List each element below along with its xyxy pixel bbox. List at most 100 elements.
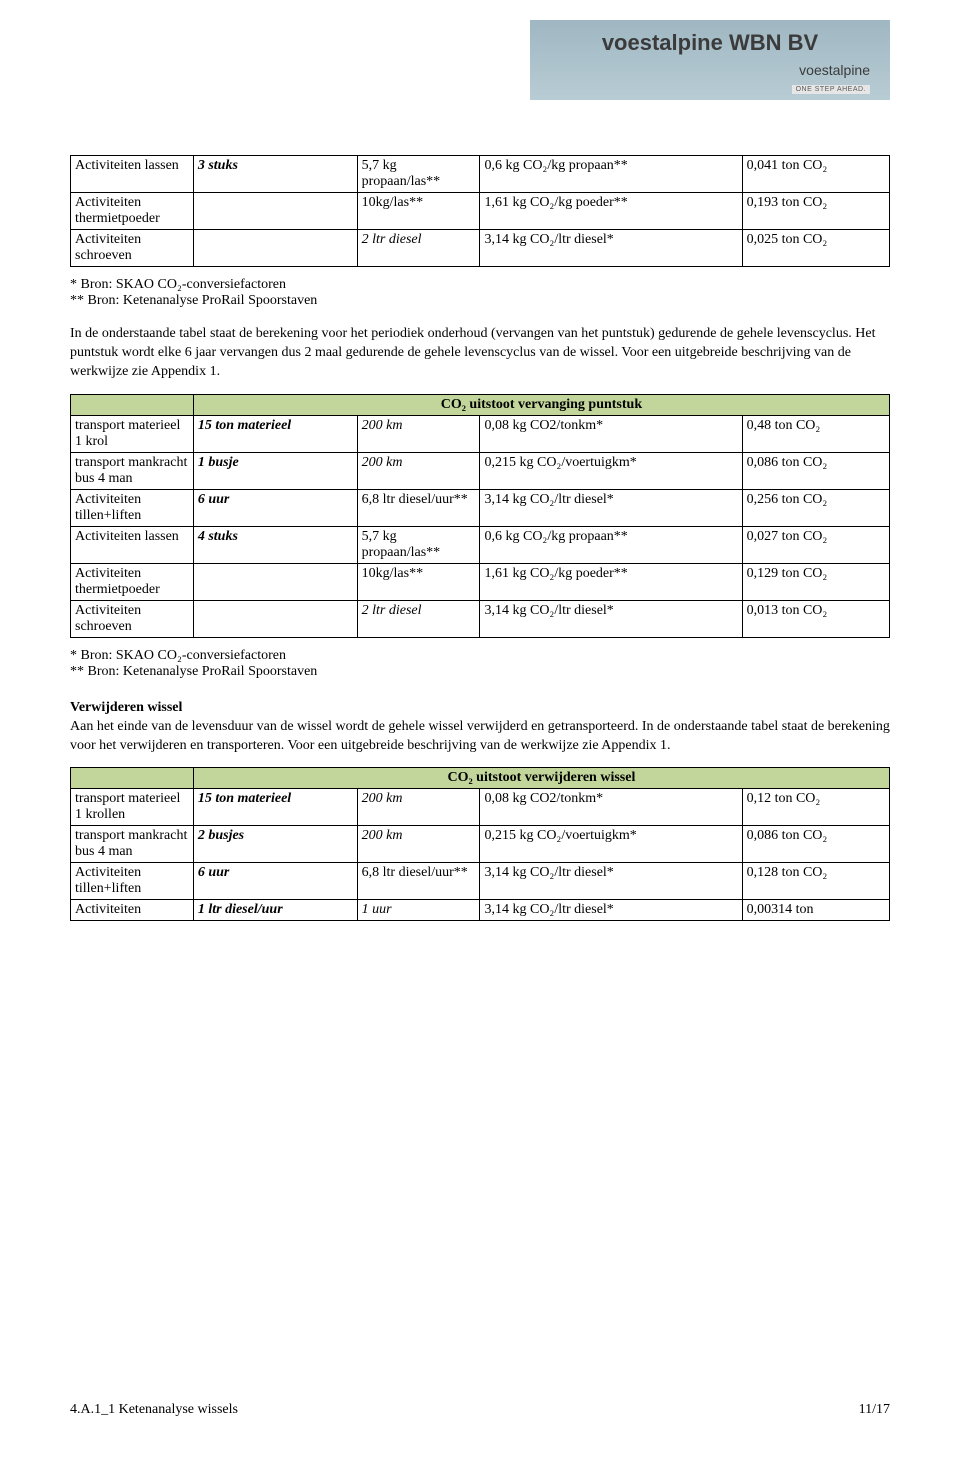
brand-name: voestalpine WBN BV <box>602 30 818 56</box>
brand-sub-logo: voestalpine <box>799 62 870 78</box>
table-row: transport mankracht bus 4 man 1 busje 20… <box>71 452 890 489</box>
footer-right: 11/17 <box>859 1402 890 1418</box>
cell: 0,193 ton CO₂ <box>742 193 889 230</box>
table-row: Activiteiten thermietpoeder 10kg/las** 1… <box>71 193 890 230</box>
cell: 0,041 ton CO₂ <box>742 156 889 193</box>
cell: 0,025 ton CO₂ <box>742 230 889 267</box>
cell: 5,7 kg propaan/las** <box>357 156 480 193</box>
table-title: CO₂ uitstoot vervanging puntstuk <box>193 394 889 415</box>
cell: 5,7 kg propaan/las** <box>357 526 480 563</box>
cell: 3,14 kg CO₂/ltr diesel* <box>480 489 742 526</box>
cell: 3 stuks <box>193 156 357 193</box>
cell: 200 km <box>357 826 480 863</box>
cell: 0,215 kg CO₂/voertuigkm* <box>480 452 742 489</box>
table-2: CO₂ uitstoot vervanging puntstuk transpo… <box>70 394 890 638</box>
table-row: transport mankracht bus 4 man 2 busjes 2… <box>71 826 890 863</box>
table-row: transport materieel 1 krollen 15 ton mat… <box>71 789 890 826</box>
cell: 0,215 kg CO₂/voertuigkm* <box>480 826 742 863</box>
cell: Activiteiten thermietpoeder <box>71 193 194 230</box>
cell: Activiteiten tillen+liften <box>71 863 194 900</box>
cell: 2 ltr diesel <box>357 230 480 267</box>
cell: Activiteiten schroeven <box>71 230 194 267</box>
paragraph: Aan het einde van de levensduur van de w… <box>70 718 890 756</box>
table-row: Activiteiten schroeven 2 ltr diesel 3,14… <box>71 230 890 267</box>
cell: 0,08 kg CO2/tonkm* <box>480 415 742 452</box>
table-title: CO₂ uitstoot verwijderen wissel <box>193 768 889 789</box>
cell: 0,08 kg CO2/tonkm* <box>480 789 742 826</box>
cell: 1,61 kg CO₂/kg poeder** <box>480 193 742 230</box>
cell: 3,14 kg CO₂/ltr diesel* <box>480 230 742 267</box>
footnote-line: ** Bron: Ketenanalyse ProRail Spoorstave… <box>70 664 890 680</box>
table-row: Activiteiten lassen 3 stuks 5,7 kg propa… <box>71 156 890 193</box>
cell: 0,128 ton CO₂ <box>742 863 889 900</box>
cell: 0,129 ton CO₂ <box>742 563 889 600</box>
cell: 0,256 ton CO₂ <box>742 489 889 526</box>
table-3: CO₂ uitstoot verwijderen wissel transpor… <box>70 767 890 921</box>
table-header: CO₂ uitstoot verwijderen wissel <box>71 768 890 789</box>
cell: 6,8 ltr diesel/uur** <box>357 489 480 526</box>
cell: 10kg/las** <box>357 563 480 600</box>
cell: 3,14 kg CO₂/ltr diesel* <box>480 863 742 900</box>
cell: Activiteiten thermietpoeder <box>71 563 194 600</box>
cell: 15 ton materieel <box>193 789 357 826</box>
cell: 2 ltr diesel <box>357 600 480 637</box>
cell: 15 ton materieel <box>193 415 357 452</box>
cell: 6,8 ltr diesel/uur** <box>357 863 480 900</box>
table-row: Activiteiten lassen 4 stuks 5,7 kg propa… <box>71 526 890 563</box>
table-1: Activiteiten lassen 3 stuks 5,7 kg propa… <box>70 155 890 267</box>
table-row: Activiteiten thermietpoeder 10kg/las** 1… <box>71 563 890 600</box>
cell: 200 km <box>357 415 480 452</box>
header-banner: voestalpine WBN BV voestalpine ONE STEP … <box>530 20 890 100</box>
cell: 200 km <box>357 452 480 489</box>
cell: 1 busje <box>193 452 357 489</box>
cell: 1 uur <box>357 900 480 921</box>
cell: transport mankracht bus 4 man <box>71 452 194 489</box>
cell <box>193 600 357 637</box>
table-row: Activiteiten tillen+liften 6 uur 6,8 ltr… <box>71 489 890 526</box>
table-row: Activiteiten 1 ltr diesel/uur 1 uur 3,14… <box>71 900 890 921</box>
cell <box>193 193 357 230</box>
cell: 6 uur <box>193 863 357 900</box>
cell: Activiteiten tillen+liften <box>71 489 194 526</box>
cell: 0,013 ton CO₂ <box>742 600 889 637</box>
table-row: transport materieel 1 krol 15 ton materi… <box>71 415 890 452</box>
cell: 0,027 ton CO₂ <box>742 526 889 563</box>
cell: transport materieel 1 krol <box>71 415 194 452</box>
cell <box>193 563 357 600</box>
table-row: Activiteiten tillen+liften 6 uur 6,8 ltr… <box>71 863 890 900</box>
cell: 2 busjes <box>193 826 357 863</box>
footnote-block-1: * Bron: SKAO CO₂-conversiefactoren ** Br… <box>70 277 890 309</box>
cell: 200 km <box>357 789 480 826</box>
cell: 0,6 kg CO₂/kg propaan** <box>480 526 742 563</box>
cell: 3,14 kg CO₂/ltr diesel* <box>480 600 742 637</box>
footnote-line: ** Bron: Ketenanalyse ProRail Spoorstave… <box>70 293 890 309</box>
brand-sub: voestalpine ONE STEP AHEAD. <box>792 62 870 96</box>
footnote-line: * Bron: SKAO CO₂-conversiefactoren <box>70 277 890 293</box>
cell: 0,086 ton CO₂ <box>742 452 889 489</box>
footnote-block-2: * Bron: SKAO CO₂-conversiefactoren ** Br… <box>70 648 890 680</box>
paragraph: In de onderstaande tabel staat de bereke… <box>70 325 890 382</box>
cell: 0,086 ton CO₂ <box>742 826 889 863</box>
cell: 10kg/las** <box>357 193 480 230</box>
cell: Activiteiten lassen <box>71 526 194 563</box>
cell: transport mankracht bus 4 man <box>71 826 194 863</box>
cell: 6 uur <box>193 489 357 526</box>
cell: 4 stuks <box>193 526 357 563</box>
brand-sub-tag: ONE STEP AHEAD. <box>792 85 870 94</box>
cell: 3,14 kg CO₂/ltr diesel* <box>480 900 742 921</box>
footer-left: 4.A.1_1 Ketenanalyse wissels <box>70 1402 238 1418</box>
cell: 0,48 ton CO₂ <box>742 415 889 452</box>
cell: 0,12 ton CO₂ <box>742 789 889 826</box>
table-header: CO₂ uitstoot vervanging puntstuk <box>71 394 890 415</box>
cell: Activiteiten schroeven <box>71 600 194 637</box>
cell: 0,00314 ton <box>742 900 889 921</box>
cell: 0,6 kg CO₂/kg propaan** <box>480 156 742 193</box>
table-row: Activiteiten schroeven 2 ltr diesel 3,14… <box>71 600 890 637</box>
cell: 1 ltr diesel/uur <box>193 900 357 921</box>
section-heading: Verwijderen wissel <box>70 700 890 716</box>
footnote-line: * Bron: SKAO CO₂-conversiefactoren <box>70 648 890 664</box>
cell: Activiteiten <box>71 900 194 921</box>
cell: 1,61 kg CO₂/kg poeder** <box>480 563 742 600</box>
cell: transport materieel 1 krollen <box>71 789 194 826</box>
cell: Activiteiten lassen <box>71 156 194 193</box>
